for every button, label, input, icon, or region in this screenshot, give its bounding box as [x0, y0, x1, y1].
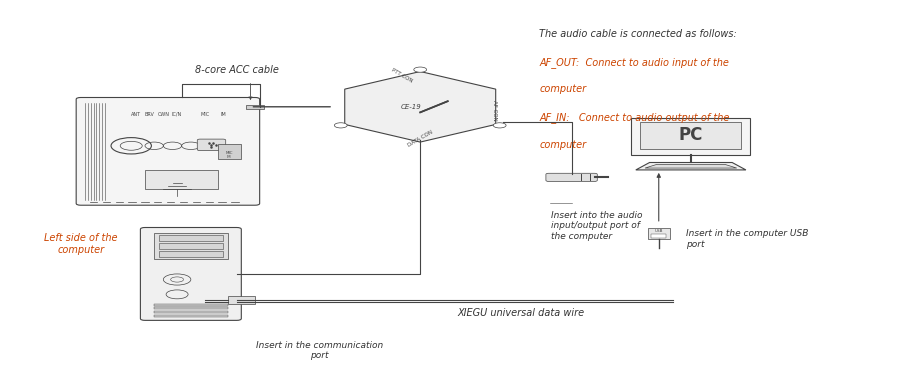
- Text: AF_OUT:  Connect to audio input of the: AF_OUT: Connect to audio input of the: [539, 57, 729, 67]
- Text: AF_IN:   Connect to audio output of the: AF_IN: Connect to audio output of the: [539, 112, 730, 123]
- Text: Insert in the communication
port: Insert in the communication port: [256, 341, 383, 360]
- Text: MIC: MIC: [200, 112, 210, 117]
- Text: CE-19: CE-19: [401, 104, 422, 110]
- Text: XIEGU universal data wire: XIEGU universal data wire: [458, 308, 584, 318]
- Text: ANT: ANT: [131, 112, 141, 117]
- FancyBboxPatch shape: [140, 227, 241, 320]
- Text: CWN: CWN: [157, 112, 169, 117]
- Text: USB: USB: [654, 229, 663, 233]
- Text: IC/N: IC/N: [172, 112, 182, 117]
- Bar: [159, 243, 223, 249]
- Text: MIC: MIC: [225, 151, 234, 155]
- FancyBboxPatch shape: [198, 139, 226, 151]
- Bar: [159, 235, 223, 241]
- Text: IM: IM: [220, 112, 226, 117]
- Text: Left side of the
computer: Left side of the computer: [44, 233, 117, 255]
- Text: AF CON: AF CON: [492, 100, 497, 121]
- Bar: [154, 303, 228, 305]
- Circle shape: [334, 123, 347, 128]
- Text: 8-core ACC cable: 8-core ACC cable: [195, 64, 279, 75]
- Circle shape: [493, 123, 506, 128]
- Text: IM: IM: [227, 155, 232, 159]
- Bar: [145, 170, 219, 188]
- Bar: [228, 296, 255, 303]
- Polygon shape: [344, 72, 496, 142]
- Text: DATA CON: DATA CON: [407, 129, 434, 147]
- Bar: [246, 105, 264, 109]
- Bar: [219, 144, 241, 159]
- Text: Insert into the audio
input/output port of
the computer: Insert into the audio input/output port …: [551, 211, 643, 241]
- FancyBboxPatch shape: [545, 173, 597, 181]
- Text: PTT CON: PTT CON: [390, 67, 414, 83]
- Bar: [631, 118, 750, 155]
- FancyBboxPatch shape: [77, 98, 259, 205]
- Bar: [154, 307, 228, 309]
- Text: BRV: BRV: [145, 112, 154, 117]
- Bar: [154, 315, 228, 317]
- Text: computer: computer: [539, 140, 587, 150]
- Circle shape: [414, 67, 426, 72]
- Bar: [159, 251, 223, 257]
- Bar: [154, 233, 228, 259]
- Polygon shape: [636, 162, 746, 170]
- Bar: [652, 234, 666, 238]
- Bar: [648, 227, 670, 239]
- Bar: [641, 122, 741, 150]
- Text: computer: computer: [539, 84, 587, 95]
- Bar: [154, 311, 228, 313]
- Text: Insert in the computer USB
port: Insert in the computer USB port: [687, 229, 809, 249]
- Text: PC: PC: [678, 126, 703, 144]
- Text: The audio cable is connected as follows:: The audio cable is connected as follows:: [539, 29, 737, 39]
- Polygon shape: [645, 164, 737, 168]
